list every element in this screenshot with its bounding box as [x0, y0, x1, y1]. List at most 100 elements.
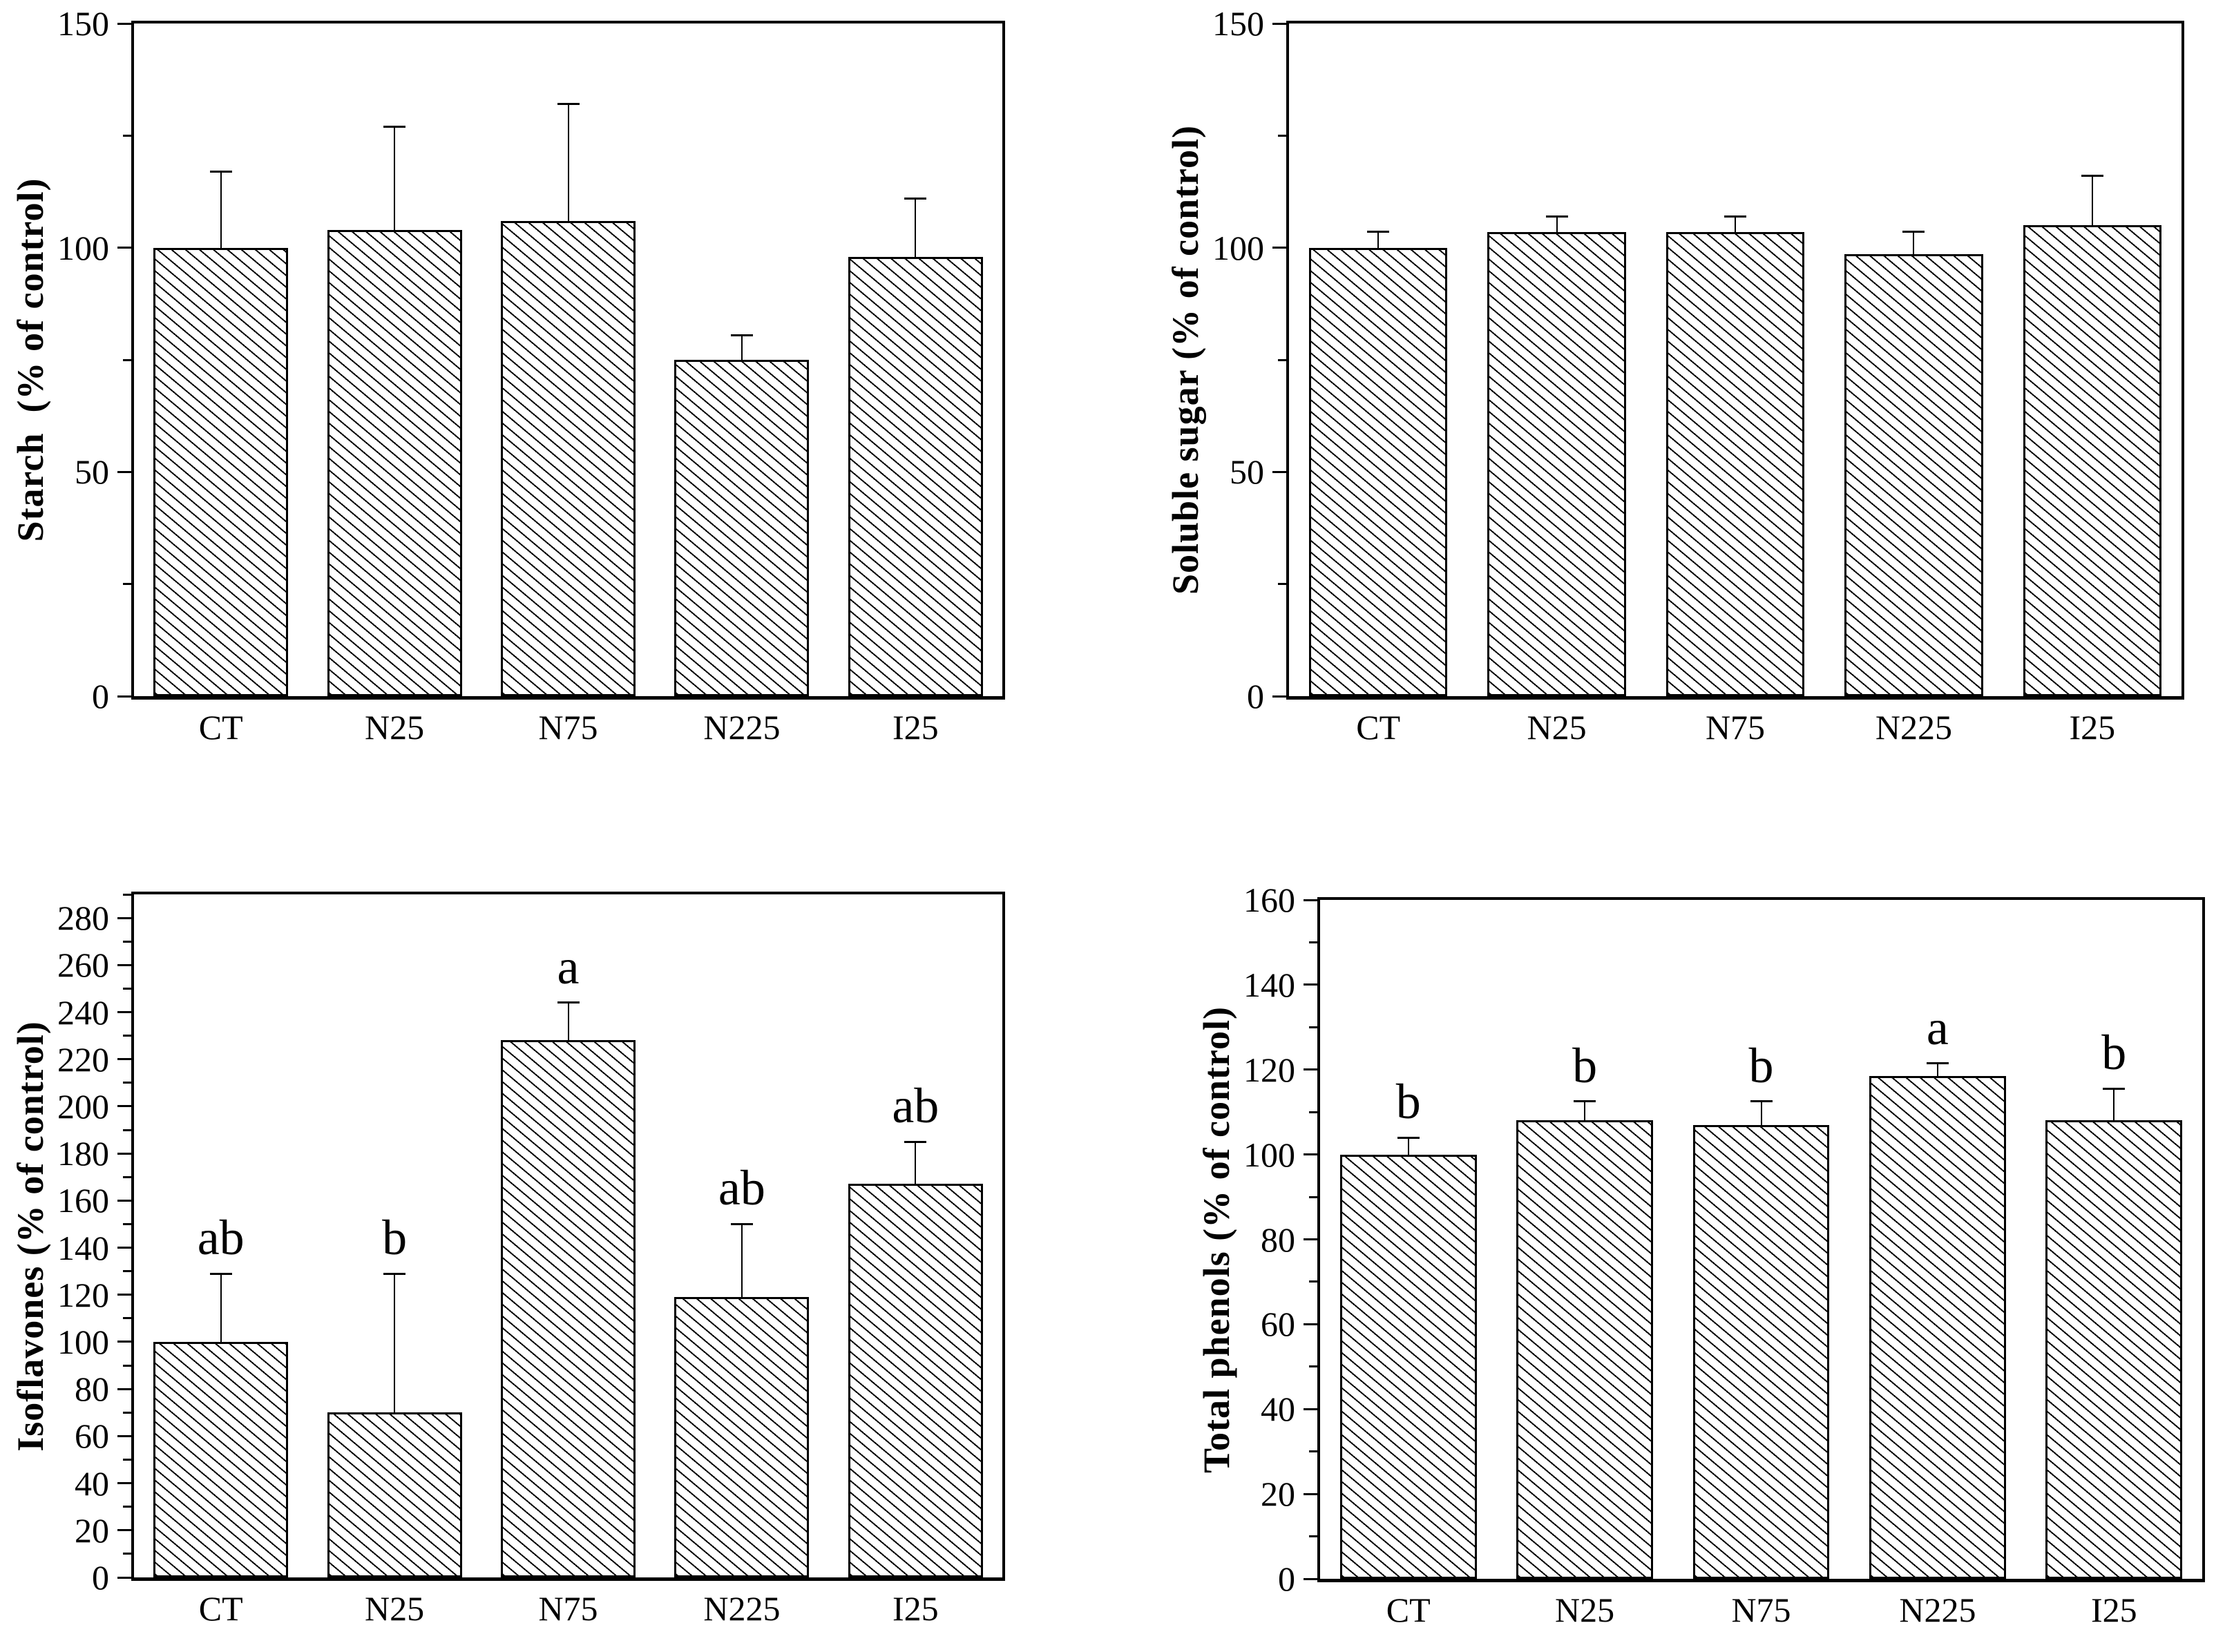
y-major-tick: [117, 470, 131, 473]
significance-letter: a: [557, 939, 580, 995]
y-minor-tick: [1309, 1280, 1317, 1283]
y-minor-tick: [123, 940, 131, 943]
bar-N25: [327, 229, 462, 696]
y-major-tick: [1304, 1068, 1317, 1071]
y-minor-tick: [1309, 1111, 1317, 1113]
y-minor-tick: [1278, 134, 1286, 137]
category-label-N75: N75: [538, 708, 598, 747]
y-major-tick: [117, 963, 131, 966]
y-major-tick: [1304, 1492, 1317, 1495]
y-tick-label: 200: [57, 1086, 109, 1126]
error-bar-line: [1735, 216, 1736, 232]
significance-letter: b: [382, 1210, 408, 1266]
y-axis-title-starch: Starch (% of control): [10, 177, 51, 542]
panel-isoflavones: Isoflavones (% of control) 0 20 40 60 80 100 1…: [0, 826, 1117, 1652]
y-minor-tick: [123, 987, 131, 990]
y-tick-label: 160: [1243, 881, 1295, 919]
y-axis-title-soluble-sugar: Soluble sugar (% of control): [1165, 124, 1206, 595]
y-major-tick: [1272, 470, 1286, 473]
category-label-N225: N225: [1875, 708, 1952, 747]
y-tick-label: 60: [1261, 1305, 1295, 1344]
y-minor-tick: [123, 1364, 131, 1367]
error-bar-line: [394, 1274, 396, 1413]
error-bar-cap: [1545, 215, 1568, 218]
bar-N225: [674, 1297, 810, 1577]
error-bar-line: [567, 104, 569, 221]
error-bar-line: [1936, 1063, 1938, 1076]
category-label-CT: CT: [1356, 708, 1401, 747]
y-major-tick: [117, 1011, 131, 1014]
error-bar-cap: [904, 1140, 927, 1143]
y-major-tick: [1272, 247, 1286, 249]
y-minor-tick: [123, 1317, 131, 1320]
category-label-N225: N225: [703, 708, 781, 747]
category-label-N225: N225: [1899, 1591, 1976, 1629]
category-label-N225: N225: [703, 1589, 781, 1628]
bar-N75: [501, 1040, 636, 1577]
error-bar-line: [2091, 175, 2093, 226]
y-major-tick: [1304, 983, 1317, 986]
plot-area-starch: Starch (% of control) 0 50 100 150 CT N25 N75 N…: [10, 6, 1005, 745]
y-tick-label: 120: [1243, 1050, 1295, 1089]
y-minor-tick: [123, 134, 131, 137]
y-tick-label: 180: [57, 1134, 109, 1173]
panel-total-phenols: Total phenols (% of control) 0 20 40 60 80 10…: [1117, 826, 2234, 1652]
panel-starch: Starch (% of control) 0 50 100 150 CT N25 N75 N…: [0, 0, 1117, 826]
category-label-N75: N75: [1731, 1591, 1791, 1629]
y-minor-tick: [1309, 1450, 1317, 1453]
y-minor-tick: [123, 1128, 131, 1131]
error-bar-cap: [1367, 231, 1390, 233]
category-label-I25: I25: [892, 708, 939, 747]
error-bar-cap: [904, 197, 927, 200]
error-bar-cap: [2081, 175, 2103, 177]
error-bar-cap: [1902, 231, 1925, 233]
error-bar-line: [1377, 231, 1379, 248]
y-tick-label: 260: [57, 945, 109, 985]
y-minor-tick: [123, 1458, 131, 1461]
error-bar-line: [220, 171, 222, 248]
significance-letter: ab: [197, 1210, 245, 1266]
y-tick-label: 80: [1261, 1220, 1295, 1259]
bar-N25: [327, 1412, 462, 1577]
plot-area-soluble-sugar: Soluble sugar (% of control) 0 50 100 150 CT…: [1165, 6, 2184, 745]
category-label-CT: CT: [198, 708, 243, 747]
error-bar-cap: [1397, 1136, 1420, 1139]
y-tick-label: 150: [57, 4, 109, 43]
y-major-tick: [117, 1341, 131, 1343]
category-label-N25: N25: [365, 708, 425, 747]
category-label-CT: CT: [1386, 1591, 1431, 1629]
bar-N225: [1869, 1075, 2006, 1579]
y-major-tick: [1304, 1153, 1317, 1156]
significance-letter: b: [2101, 1025, 2127, 1081]
y-tick-label: 140: [57, 1228, 109, 1267]
category-label-I25: I25: [892, 1589, 939, 1628]
y-tick-label: 0: [1278, 1559, 1295, 1598]
significance-letter: b: [1395, 1074, 1421, 1130]
y-axis-title-isoflavones: Isoflavones (% of control): [10, 1020, 51, 1452]
panel-soluble-sugar: Soluble sugar (% of control) 0 50 100 150 CT…: [1117, 0, 2234, 826]
y-axis-title-total-phenols: Total phenols (% of control): [1196, 1006, 1237, 1473]
bar-N25: [1516, 1120, 1654, 1579]
significance-letter: a: [1926, 999, 1949, 1055]
y-minor-tick: [123, 1506, 131, 1508]
error-bar-cap: [1750, 1100, 1773, 1103]
bar-CT: [153, 247, 289, 696]
y-tick-label: 140: [1243, 965, 1295, 1004]
y-tick-label: 20: [75, 1510, 109, 1550]
y-minor-tick: [123, 358, 131, 361]
y-major-tick: [1272, 695, 1286, 698]
bar-N225: [674, 360, 810, 696]
y-minor-tick: [123, 1270, 131, 1273]
y-minor-tick: [123, 1222, 131, 1225]
bar-CT: [153, 1341, 289, 1577]
category-label-N25: N25: [365, 1589, 425, 1628]
error-bar-cap: [1574, 1100, 1596, 1103]
error-bar-cap: [209, 1272, 232, 1275]
y-tick-label: 0: [92, 677, 109, 715]
y-minor-tick: [123, 1175, 131, 1178]
error-bar-line: [2113, 1088, 2115, 1121]
y-major-tick: [1304, 1577, 1317, 1580]
category-label-CT: CT: [198, 1589, 243, 1628]
error-bar-cap: [730, 1222, 753, 1225]
y-major-tick: [1304, 1238, 1317, 1240]
